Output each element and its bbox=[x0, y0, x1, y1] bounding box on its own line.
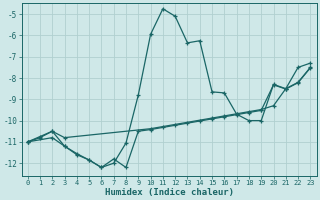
X-axis label: Humidex (Indice chaleur): Humidex (Indice chaleur) bbox=[105, 188, 234, 197]
